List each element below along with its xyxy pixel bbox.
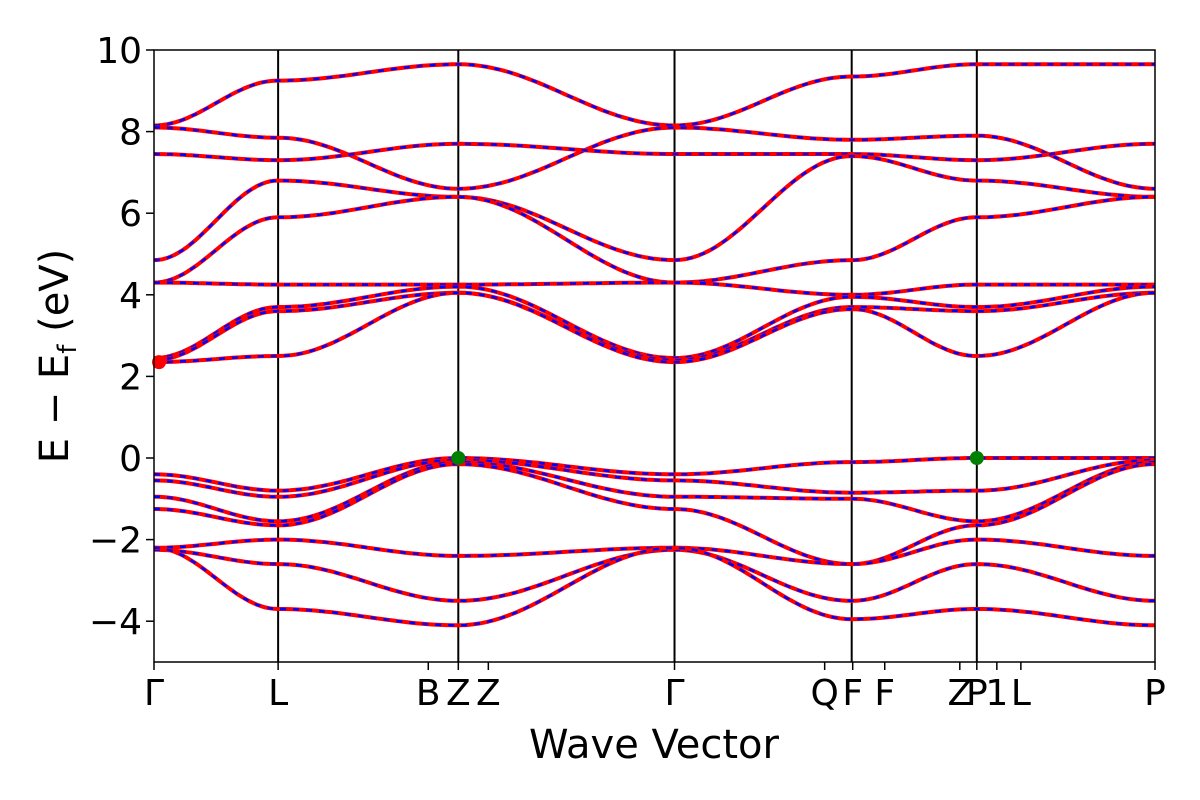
vbm-point-1 xyxy=(969,451,984,465)
x-tick-label-9: Z xyxy=(947,673,972,714)
band-solid-6 xyxy=(154,284,1155,361)
y-axis-label-sub: f xyxy=(53,344,83,354)
band-dashed-11 xyxy=(154,460,1155,523)
band-solid-15 xyxy=(154,545,1155,628)
x-tick-label-5: Γ xyxy=(664,673,684,714)
band-dashed-12 xyxy=(154,462,1155,566)
band-solid-9 xyxy=(154,456,1155,493)
y-tick-label-1: −2 xyxy=(89,521,142,562)
band-dashed-5 xyxy=(154,281,1155,297)
y-axis: −4 −2 0 2 4 6 8 10 xyxy=(89,31,154,643)
x-tick-label-10: P xyxy=(966,673,988,714)
extrema-points xyxy=(152,355,984,465)
y-tick-label-0: −4 xyxy=(89,602,142,643)
x-tick-label-2: B xyxy=(416,673,441,714)
band-dashed-0 xyxy=(154,63,1155,127)
band-solid-7 xyxy=(154,290,1155,363)
y-axis-label-main: E − E xyxy=(32,354,78,464)
band-solid-2 xyxy=(154,141,1155,163)
band-dashed-2 xyxy=(154,142,1155,162)
cbm-point-0 xyxy=(152,355,167,370)
band-dashed-3 xyxy=(154,154,1155,262)
band-solid-10 xyxy=(154,457,1155,499)
x-tick-label-1: L xyxy=(268,673,288,714)
y-tick-label-2: 0 xyxy=(119,439,142,480)
x-axis: Γ L B Z Z Γ Q F F ZP1 L P xyxy=(144,662,1166,714)
band-solid-1 xyxy=(154,125,1155,191)
band-dashed-14 xyxy=(154,548,1155,603)
band-solid-0 xyxy=(154,62,1155,128)
x-tick-label-6: Q xyxy=(810,673,838,714)
band-dashed-6 xyxy=(154,285,1155,360)
x-tick-label-13: P xyxy=(1144,673,1166,714)
vbm-point-0 xyxy=(451,451,466,465)
x-tick-label-0: Γ xyxy=(144,673,164,714)
x-axis-label: Wave Vector xyxy=(529,722,780,768)
bands-layer xyxy=(154,62,1155,628)
y-axis-label: E − Ef (eV) xyxy=(32,249,83,464)
band-dashed-7 xyxy=(154,291,1155,362)
y-tick-label-7: 10 xyxy=(96,31,142,72)
band-solid-3 xyxy=(154,154,1155,263)
band-solid-11 xyxy=(154,460,1155,524)
x-tick-label-8: F xyxy=(874,673,895,714)
x-tick-label-3: Z xyxy=(446,673,471,714)
y-axis-label-unit: (eV) xyxy=(32,249,78,345)
x-tick-label-12: L xyxy=(1011,673,1031,714)
band-solid-4 xyxy=(154,194,1155,285)
y-tick-label-6: 8 xyxy=(119,113,142,154)
band-solid-5 xyxy=(154,280,1155,297)
x-tick-label-7: F xyxy=(842,673,863,714)
band-dashed-4 xyxy=(154,195,1155,284)
y-tick-label-4: 4 xyxy=(119,276,142,317)
band-solid-14 xyxy=(154,547,1155,603)
x-tick-label-11: 1 xyxy=(985,673,1008,714)
x-tick-label-4: Z xyxy=(476,673,501,714)
y-tick-label-5: 6 xyxy=(119,194,142,235)
plot-frame xyxy=(153,49,1156,663)
y-tick-label-3: 2 xyxy=(119,357,142,398)
band-dashed-8 xyxy=(154,291,1155,364)
band-dashed-15 xyxy=(154,546,1155,627)
